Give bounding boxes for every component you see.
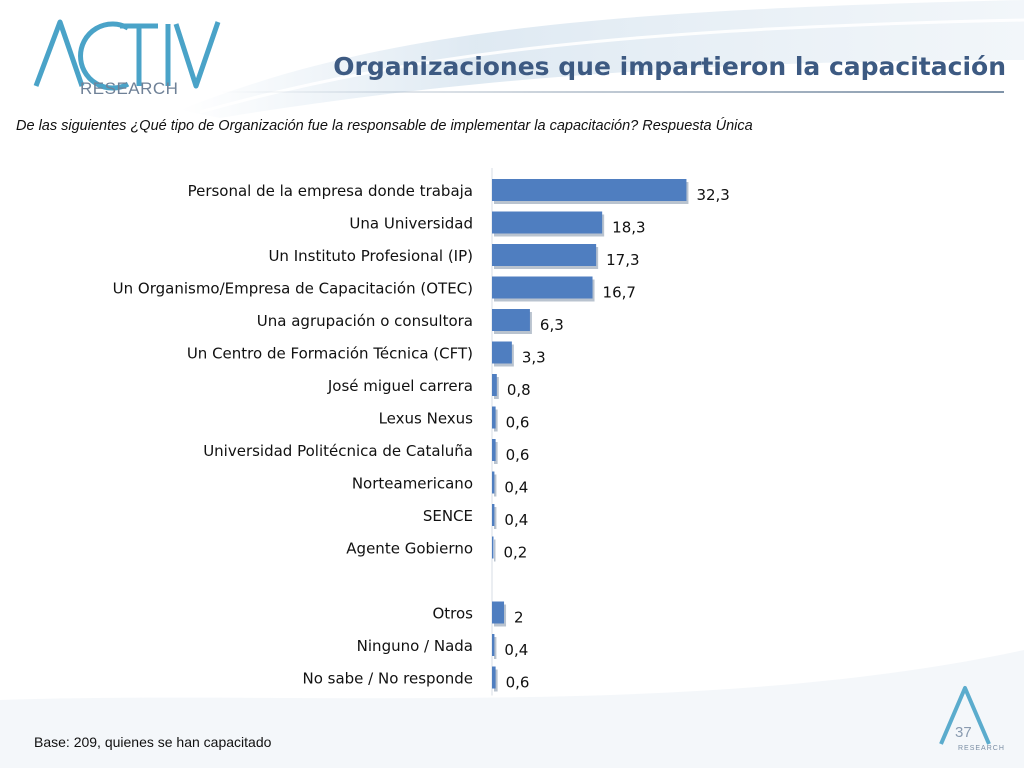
bar [492,211,603,234]
value-label: 0,6 [506,674,530,692]
value-label: 0,4 [504,641,528,659]
value-label: 0,2 [504,544,528,562]
bar-shadow [494,507,497,529]
mini-logo-research-text: RESEARCH [958,745,1005,752]
bar [492,634,495,656]
logo-research-text: RESEARCH [80,79,178,98]
category-label: José miguel carrera [327,377,473,395]
category-label: Un Organismo/Empresa de Capacitación (OT… [113,280,473,298]
category-label: No sabe / No responde [302,670,473,688]
bar-shadow [494,442,498,464]
value-label: 32,3 [696,186,729,204]
value-label: 0,6 [506,414,530,432]
bar [492,341,512,364]
value-label: 0,8 [507,381,531,399]
category-label: Una agrupación o consultora [257,312,473,330]
category-label: Ninguno / Nada [357,637,473,655]
category-label: Una Universidad [349,215,473,233]
category-label: Universidad Politécnica de Cataluña [203,442,473,460]
value-label: 16,7 [603,284,636,302]
bar [492,244,597,266]
value-label: 17,3 [606,251,639,269]
base-note: Base: 209, quienes se han capacitado [34,734,272,750]
category-label: Norteamericano [352,475,473,493]
bar-shadow [494,474,497,497]
category-label: SENCE [423,507,473,525]
bar [492,374,497,396]
bar [492,666,496,689]
category-label: Personal de la empresa donde trabaja [188,182,473,200]
category-label: Lexus Nexus [379,410,474,428]
bar [492,406,496,429]
bar [492,439,496,461]
value-label: 0,4 [504,511,528,529]
slide-title: Organizaciones que impartieron la capaci… [333,52,1006,81]
bar [492,601,505,624]
bar [492,471,495,494]
category-label: Un Centro de Formación Técnica (CFT) [187,345,473,363]
title-divider [220,91,1004,93]
value-label: 6,3 [540,316,564,334]
category-label: Otros [432,605,473,623]
bar [492,276,593,299]
bar [492,309,530,331]
bar-shadow [494,539,496,562]
category-label: Un Instituto Profesional (IP) [268,247,473,265]
bar-shadow [494,637,497,659]
value-label: 0,6 [506,446,530,464]
bar-shadow [494,669,498,692]
bar [492,179,687,201]
bar-chart: Personal de la empresa donde trabaja 32,3… [113,168,730,696]
value-label: 18,3 [612,219,645,237]
bar-shadow [494,409,498,432]
category-label: Agente Gobierno [346,540,473,558]
value-label: 3,3 [522,349,546,367]
value-label: 2 [514,609,524,627]
bar [492,504,495,526]
activa-logo: RESEARCH [33,19,221,98]
survey-question: De las siguientes ¿Qué tipo de Organizac… [16,118,753,134]
bar [492,536,494,559]
page-number: 37 [955,724,972,741]
value-label: 0,4 [504,479,528,497]
activa-mini-logo [939,686,991,745]
